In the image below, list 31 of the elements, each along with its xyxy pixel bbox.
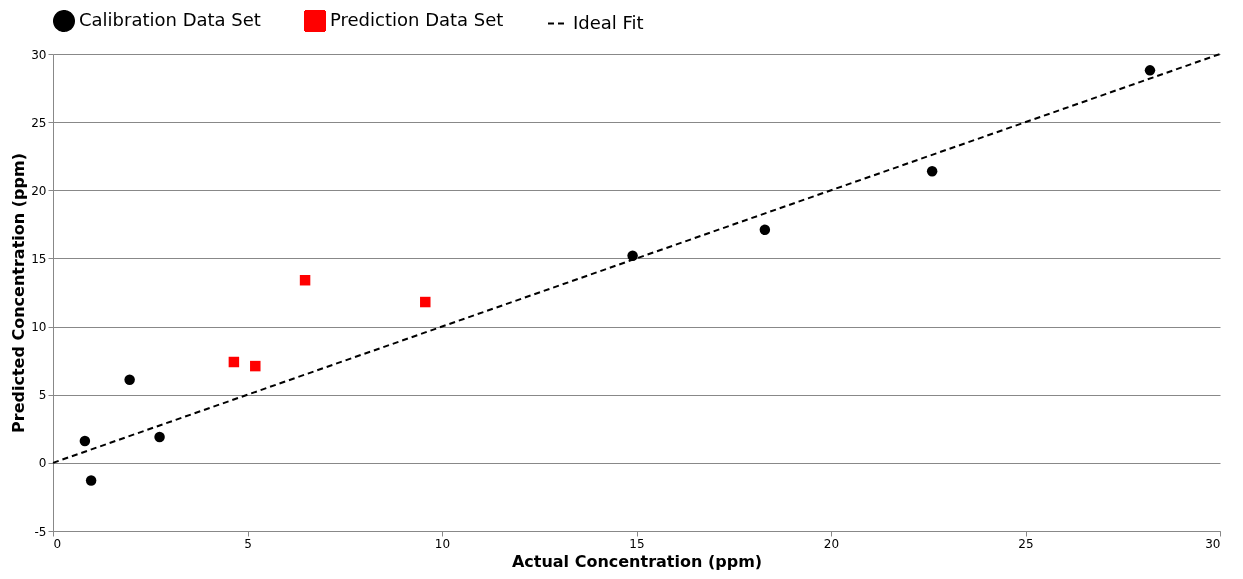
point [85,475,97,486]
y-tick-label: 10 [31,320,47,335]
point [759,224,771,236]
point [154,431,165,443]
point [299,274,311,286]
x-tick-label: 5 [244,536,252,551]
legend-label: Prediction Data Set [330,9,504,30]
point [228,356,240,368]
x-tick-label: 20 [823,536,840,551]
legend-label: Calibration Data Set [79,9,261,30]
point [420,296,431,308]
x-tick-label: 10 [434,536,451,551]
point [250,360,261,372]
x-tick-label: 30 [1205,536,1221,551]
x-tick-label: 0 [53,536,62,551]
x-axis-title: Actual Concentration (ppm) [511,551,763,571]
y-tick-label: 25 [31,115,47,130]
y-tick-label: 5 [38,388,47,403]
y-tick-label: 20 [31,183,47,198]
x-tick-label: 15 [629,536,645,551]
y-tick-label: 30 [31,47,47,62]
point [926,165,938,177]
legend-label: Ideal Fit [573,11,644,33]
y-tick-label: 15 [31,251,47,266]
point [124,374,135,385]
point [1144,65,1156,76]
y-tick-label: -5 [34,524,47,539]
y-tick-label: 0 [38,456,47,471]
point [79,435,91,447]
x-tick-label: 25 [1018,536,1034,551]
y-axis-title: Predicted Concentration (ppm) [9,153,29,433]
